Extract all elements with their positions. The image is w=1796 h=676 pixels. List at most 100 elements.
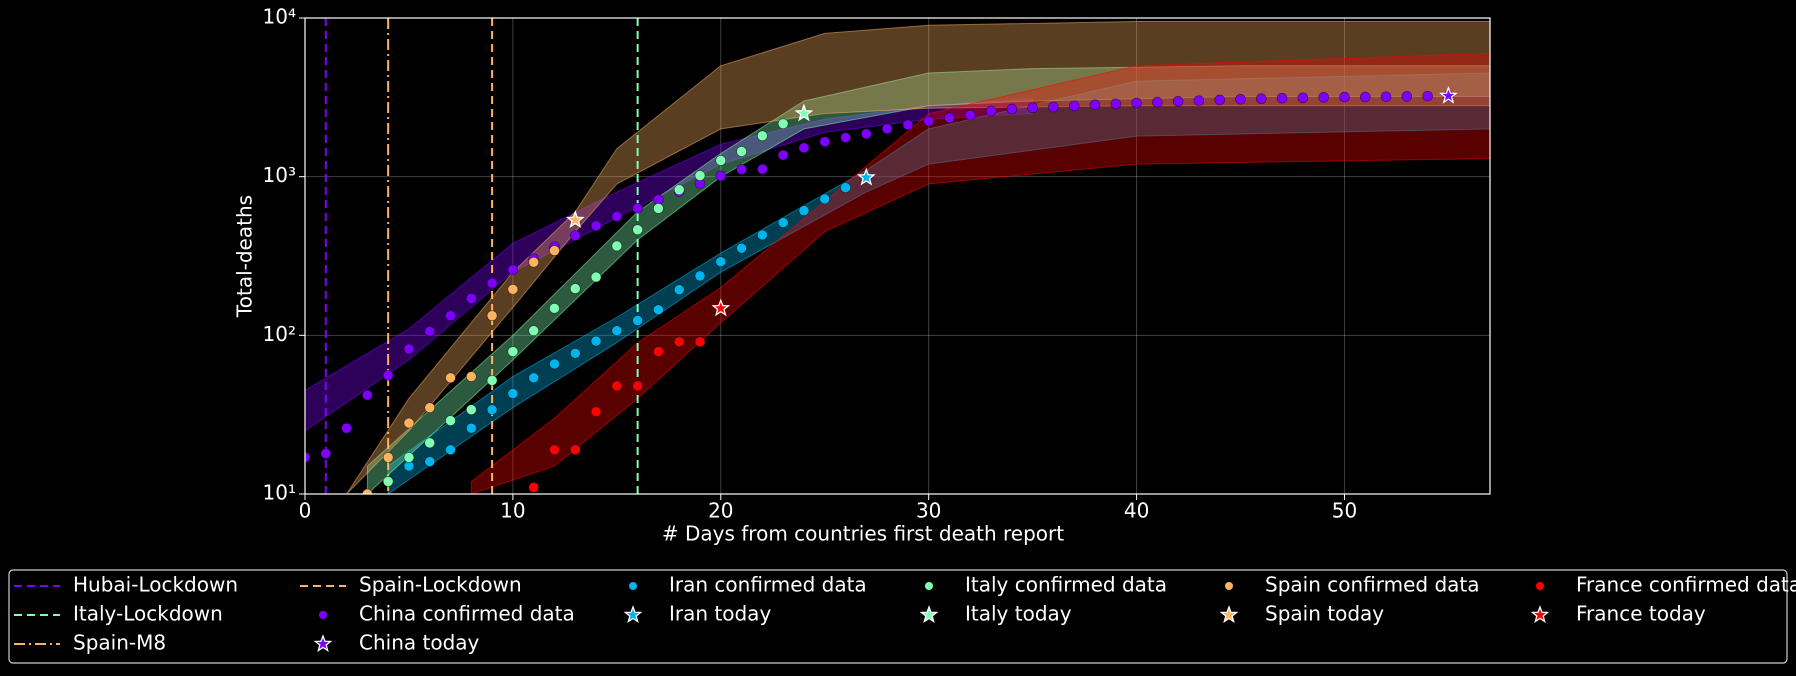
data-point (424, 437, 436, 449)
data-point (611, 325, 623, 336)
legend-label: China confirmed data (359, 602, 575, 626)
data-point (549, 303, 560, 314)
data-point (1048, 101, 1059, 113)
data-point (1027, 102, 1038, 114)
data-point (445, 415, 456, 426)
ensemble-band (346, 21, 1490, 494)
legend-marker (623, 605, 643, 623)
data-point (1380, 91, 1392, 102)
data-point (632, 315, 643, 326)
data-point (590, 220, 602, 232)
data-point (403, 417, 415, 429)
data-point (1276, 92, 1288, 104)
data-point (1110, 98, 1122, 110)
data-point (382, 369, 394, 381)
data-point (569, 230, 581, 241)
data-point (715, 170, 727, 182)
legend-label: Iran today (669, 602, 771, 626)
data-point (902, 119, 914, 131)
data-point (777, 118, 789, 129)
y-tick-label: 10¹ (263, 481, 296, 505)
data-point (653, 203, 664, 214)
data-point (362, 389, 373, 401)
plot-area (305, 18, 1490, 494)
data-point (486, 310, 498, 321)
data-point (944, 112, 955, 124)
legend-marker (1219, 605, 1239, 623)
legend-label: Spain-Lockdown (359, 573, 522, 597)
legend-label: France confirmed data (1576, 573, 1796, 597)
data-point (736, 146, 747, 157)
data-point (757, 163, 768, 175)
legend-marker (919, 605, 939, 623)
x-tick-label: 20 (708, 499, 733, 523)
data-point (653, 304, 664, 316)
x-tick-label: 30 (916, 499, 941, 523)
data-point (736, 242, 747, 254)
data-point (1401, 91, 1413, 102)
data-point (840, 132, 851, 143)
data-point (694, 336, 706, 348)
x-tick-label: 0 (299, 499, 312, 523)
today-star (1439, 86, 1458, 104)
data-point (715, 155, 727, 166)
legend-label: Italy confirmed data (965, 573, 1167, 597)
data-point (985, 105, 997, 117)
data-point (466, 404, 477, 415)
data-point (1131, 97, 1142, 109)
data-point (569, 283, 581, 294)
data-point (549, 444, 560, 456)
data-point (881, 123, 893, 135)
data-point (528, 325, 539, 336)
data-point (653, 346, 664, 357)
data-point (424, 326, 436, 337)
data-point (549, 245, 560, 256)
y-axis-label: Total-deaths (233, 195, 257, 318)
x-tick-label: 50 (1332, 499, 1357, 523)
data-point (611, 380, 623, 392)
data-point (507, 388, 519, 399)
data-point (1339, 91, 1350, 103)
today-star (711, 298, 731, 317)
data-point (1193, 95, 1205, 106)
x-tick-label: 40 (1124, 499, 1149, 523)
data-point (694, 270, 706, 282)
y-tick-label: 10² (263, 322, 296, 346)
legend-marker (629, 582, 637, 590)
data-point (507, 264, 519, 276)
data-point (1068, 100, 1080, 112)
legend-label: China today (359, 631, 480, 655)
data-point (507, 284, 519, 295)
legend-label: Iran confirmed data (669, 573, 867, 597)
data-point (528, 256, 539, 268)
data-point (445, 372, 456, 384)
data-point (798, 142, 810, 154)
data-point (819, 136, 831, 147)
data-point (632, 224, 643, 236)
legend-label: Italy-Lockdown (73, 602, 223, 626)
data-point (590, 271, 602, 283)
legend-label: Italy today (965, 602, 1072, 626)
data-point (341, 422, 352, 434)
data-point (798, 205, 810, 216)
data-point (715, 256, 727, 268)
data-point (757, 229, 768, 241)
plot-frame (304, 17, 1491, 495)
data-point (1235, 94, 1246, 105)
data-point (486, 404, 498, 415)
data-point (466, 293, 477, 304)
legend-label: Hubai-Lockdown (73, 573, 238, 597)
data-point (466, 371, 477, 382)
data-point (590, 335, 602, 347)
data-point (528, 482, 539, 493)
data-point (486, 277, 498, 289)
legend-marker (319, 611, 327, 619)
data-point (569, 348, 581, 359)
data-point (673, 336, 685, 348)
data-point (424, 456, 436, 467)
data-point (445, 310, 456, 321)
data-point (466, 422, 477, 434)
x-tick-label: 10 (500, 499, 525, 523)
data-point (1214, 94, 1226, 106)
